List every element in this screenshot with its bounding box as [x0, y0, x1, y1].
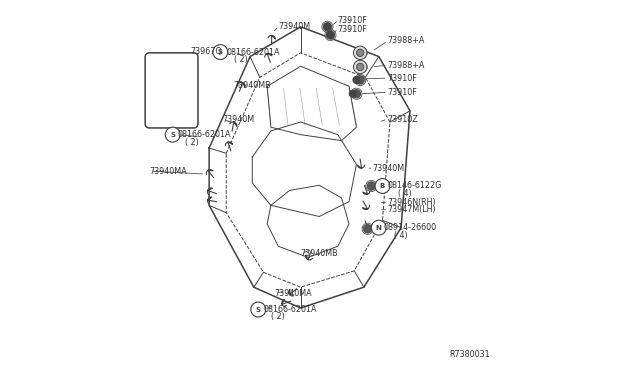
Circle shape	[353, 77, 360, 83]
Circle shape	[353, 90, 360, 98]
Text: 73940M: 73940M	[223, 115, 255, 124]
Circle shape	[358, 49, 365, 57]
Circle shape	[367, 182, 376, 190]
Text: B: B	[380, 183, 385, 189]
Text: 08146-6122G: 08146-6122G	[388, 182, 442, 190]
Circle shape	[327, 32, 334, 38]
Text: 73910F: 73910F	[387, 88, 417, 97]
FancyBboxPatch shape	[145, 53, 198, 128]
Text: 73988+A: 73988+A	[387, 36, 424, 45]
Circle shape	[356, 63, 364, 71]
Text: 73910Z: 73910Z	[387, 115, 418, 124]
Text: R7380031: R7380031	[449, 350, 490, 359]
Text: 73947M(LH): 73947M(LH)	[388, 205, 436, 214]
Text: ( 4): ( 4)	[394, 231, 408, 240]
Circle shape	[323, 23, 332, 31]
Circle shape	[213, 45, 228, 60]
Text: S: S	[256, 307, 260, 312]
Circle shape	[356, 76, 364, 84]
Text: 73940MB: 73940MB	[234, 81, 271, 90]
Text: 08914-26600: 08914-26600	[384, 223, 437, 232]
Circle shape	[353, 46, 367, 60]
Text: 73940MA: 73940MA	[275, 289, 312, 298]
Text: ( 2): ( 2)	[271, 312, 285, 321]
Text: 73940MA: 73940MA	[150, 167, 188, 176]
Circle shape	[358, 63, 365, 71]
Text: N: N	[376, 225, 381, 231]
Circle shape	[251, 302, 266, 317]
Text: ( 2): ( 2)	[234, 55, 248, 64]
Text: 08166-6201A: 08166-6201A	[264, 305, 317, 314]
Circle shape	[326, 31, 335, 39]
Text: 08166-6201A: 08166-6201A	[178, 130, 232, 139]
Text: 08166-6201A: 08166-6201A	[227, 48, 280, 57]
Circle shape	[349, 90, 356, 97]
Text: 73940M: 73940M	[373, 164, 405, 173]
Circle shape	[375, 179, 390, 193]
Text: 73988+A: 73988+A	[387, 61, 424, 70]
Text: 73967Q: 73967Q	[191, 47, 222, 56]
Text: S: S	[218, 49, 223, 55]
Circle shape	[165, 127, 180, 142]
Text: ( 2): ( 2)	[186, 138, 199, 147]
Circle shape	[356, 49, 364, 57]
Circle shape	[324, 23, 331, 30]
Text: 73946N(RH): 73946N(RH)	[388, 198, 436, 207]
Text: 73910F: 73910F	[338, 25, 367, 33]
Text: ( 4): ( 4)	[398, 189, 412, 198]
Circle shape	[353, 60, 367, 74]
Text: S: S	[170, 132, 175, 138]
Text: 73940MB: 73940MB	[301, 249, 339, 258]
Circle shape	[371, 220, 386, 235]
Text: 73940M: 73940M	[278, 22, 310, 31]
Text: 73910F: 73910F	[387, 74, 417, 83]
Text: 73910F: 73910F	[338, 16, 367, 25]
Circle shape	[364, 225, 372, 233]
